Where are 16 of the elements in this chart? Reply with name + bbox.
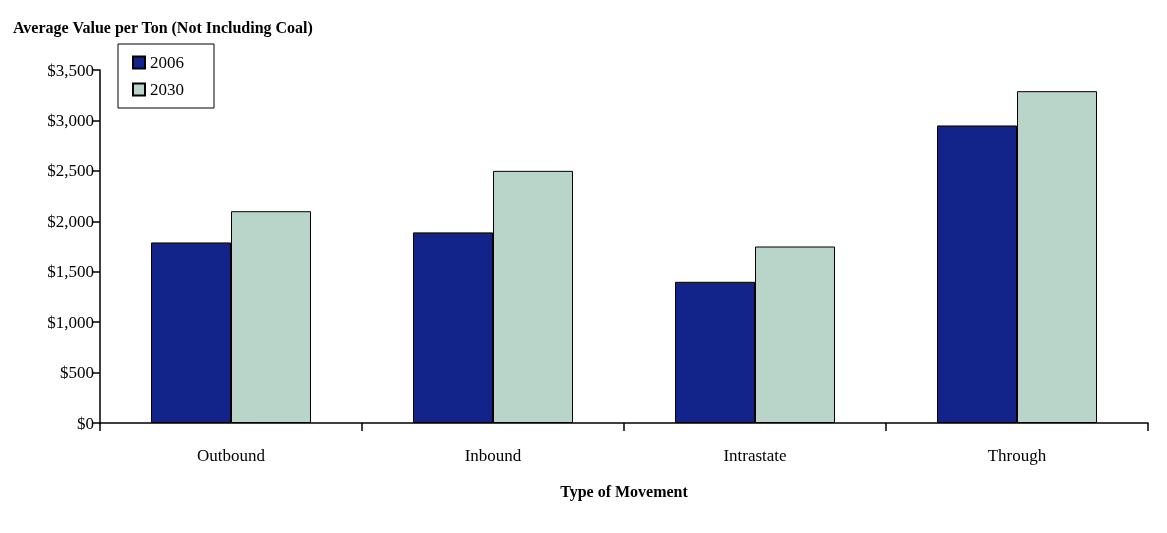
x-axis-title: Type of Movement [560,482,689,501]
y-tick-label: $0 [77,413,94,433]
x-tick-label: Inbound [464,446,522,465]
y-tick-label: $1,000 [47,312,94,332]
x-tick-label: Outbound [197,446,266,465]
x-tick-label: Through [987,446,1047,465]
legend-label: 2006 [150,53,184,72]
legend-label: 2030 [150,80,184,99]
y-tick-label: $500 [60,363,94,383]
y-tick-label: $3,000 [47,110,94,130]
y-tick-label: $2,500 [47,161,94,181]
y-tick-label: $2,000 [47,211,94,231]
y-tick-label: $1,500 [47,262,94,282]
chart-title: Average Value per Ton (Not Including Coal) [13,18,313,37]
x-tick-label: Intrastate [723,446,787,465]
y-tick-label: $3,500 [47,60,94,80]
